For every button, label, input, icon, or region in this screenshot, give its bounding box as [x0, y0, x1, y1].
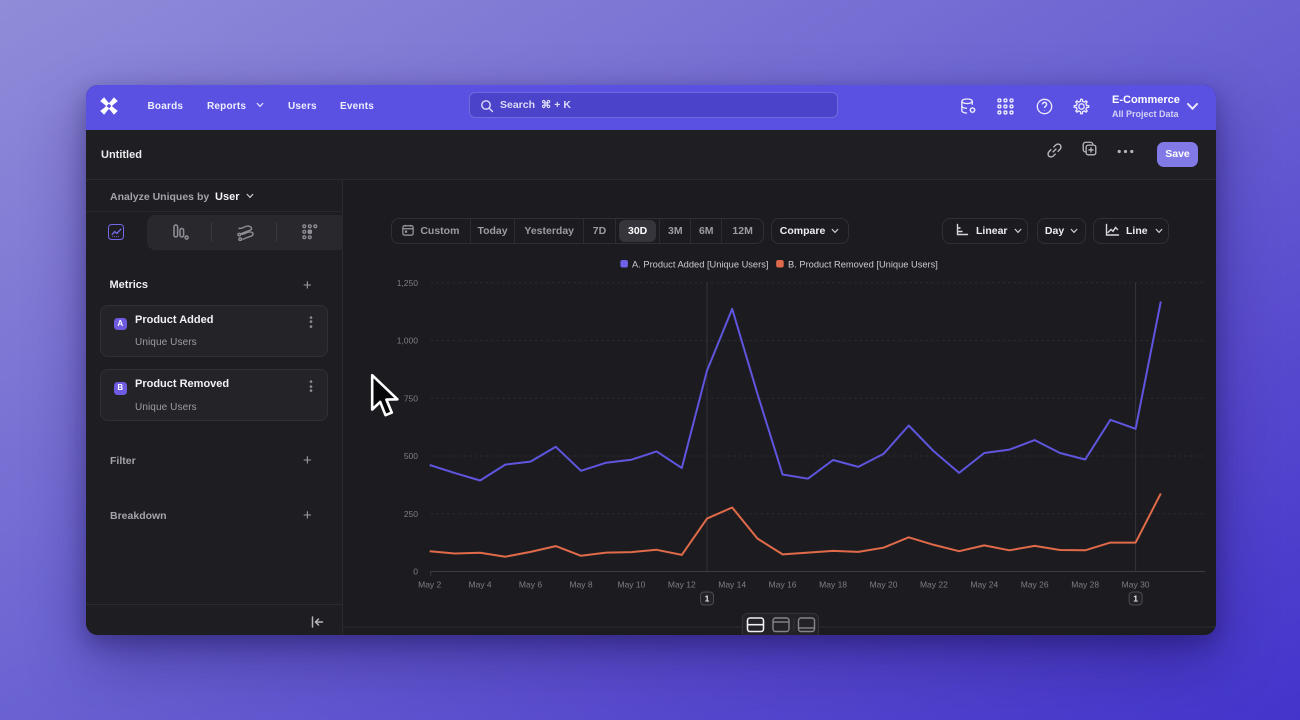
svg-text:May 10: May 10 — [617, 580, 645, 590]
svg-text:250: 250 — [404, 509, 418, 519]
svg-text:May 12: May 12 — [668, 580, 696, 590]
svg-text:750: 750 — [404, 393, 418, 403]
svg-text:May 8: May 8 — [569, 580, 592, 590]
svg-text:May 14: May 14 — [718, 580, 746, 590]
svg-text:0: 0 — [413, 567, 418, 577]
svg-text:May 30: May 30 — [1122, 580, 1150, 590]
svg-text:B. Product Removed [Unique Use: B. Product Removed [Unique Users] — [788, 260, 938, 270]
svg-text:May 28: May 28 — [1071, 580, 1099, 590]
svg-text:May 26: May 26 — [1021, 580, 1049, 590]
svg-text:1: 1 — [705, 594, 710, 604]
svg-text:May 2: May 2 — [418, 580, 441, 590]
svg-text:1,000: 1,000 — [397, 336, 419, 346]
svg-text:May 6: May 6 — [519, 580, 542, 590]
svg-text:May 22: May 22 — [920, 580, 948, 590]
svg-text:May 16: May 16 — [769, 580, 797, 590]
svg-text:1,250: 1,250 — [397, 278, 419, 288]
svg-text:1: 1 — [1133, 594, 1138, 604]
svg-text:May 18: May 18 — [819, 580, 847, 590]
svg-text:A. Product Added [Unique Users: A. Product Added [Unique Users] — [632, 260, 768, 270]
svg-text:May 24: May 24 — [970, 580, 998, 590]
svg-text:500: 500 — [404, 451, 418, 461]
svg-text:May 20: May 20 — [870, 580, 898, 590]
svg-text:May 4: May 4 — [469, 580, 492, 590]
